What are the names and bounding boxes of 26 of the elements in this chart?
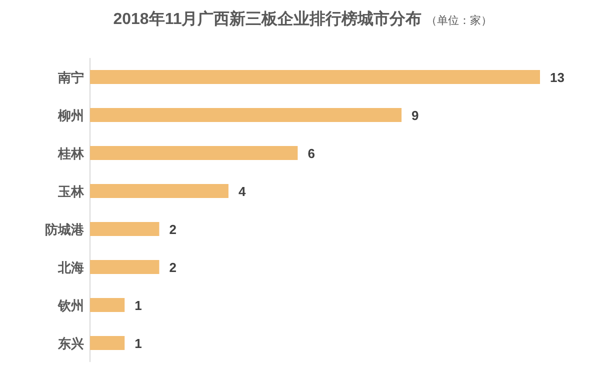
chart-subtitle: （单位：家）	[426, 14, 492, 27]
bar	[90, 260, 160, 274]
data-label: 1	[134, 336, 142, 351]
y-tick-label: 桂林	[57, 146, 85, 161]
data-label: 6	[308, 146, 315, 161]
data-label: 2	[169, 260, 176, 275]
data-label: 1	[134, 298, 142, 313]
data-label: 9	[412, 108, 419, 123]
y-tick-label: 南宁	[57, 70, 84, 85]
bar	[90, 336, 125, 350]
bar	[90, 70, 540, 84]
y-tick-label: 柳州	[57, 108, 84, 123]
data-label: 13	[550, 70, 564, 85]
bar	[90, 298, 125, 312]
bar	[90, 146, 298, 160]
bar	[90, 184, 228, 198]
data-label: 2	[169, 222, 176, 237]
y-tick-label: 防城港	[45, 222, 85, 237]
chart-title: 2018年11月广西新三板企业排行榜城市分布	[113, 10, 422, 28]
y-tick-label: 北海	[57, 260, 84, 275]
data-label: 4	[238, 184, 246, 199]
bar	[90, 222, 160, 236]
y-tick-label: 钦州	[57, 298, 84, 313]
bar	[90, 108, 402, 122]
y-tick-label: 玉林	[57, 184, 85, 199]
y-tick-label: 东兴	[57, 336, 84, 351]
